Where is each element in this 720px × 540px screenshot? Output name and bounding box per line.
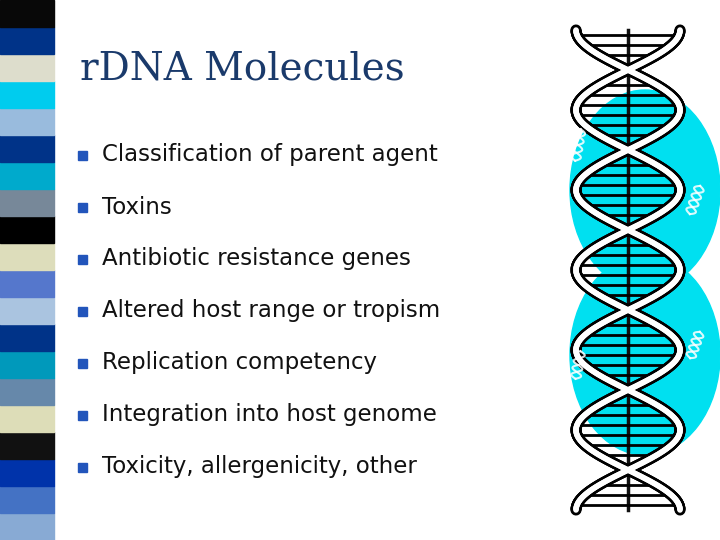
Bar <box>78 307 86 315</box>
Bar <box>0 216 54 243</box>
Bar <box>78 462 86 471</box>
Bar <box>0 270 54 297</box>
Bar <box>0 81 54 108</box>
Text: Altered host range or tropism: Altered host range or tropism <box>102 300 440 322</box>
Bar <box>0 243 54 270</box>
Bar <box>0 378 54 405</box>
Ellipse shape <box>570 90 720 290</box>
Bar <box>0 54 54 81</box>
Text: Toxins: Toxins <box>102 195 172 219</box>
Text: Antibiotic resistance genes: Antibiotic resistance genes <box>102 247 411 271</box>
Bar <box>0 405 54 432</box>
Bar <box>78 151 86 159</box>
Bar <box>78 202 86 212</box>
Bar <box>0 108 54 135</box>
Bar <box>78 410 86 420</box>
Text: Integration into host genome: Integration into host genome <box>102 403 437 427</box>
Text: Toxicity, allergenicity, other: Toxicity, allergenicity, other <box>102 456 417 478</box>
Text: Replication competency: Replication competency <box>102 352 377 375</box>
Bar <box>0 459 54 486</box>
Bar <box>0 351 54 378</box>
Text: rDNA Molecules: rDNA Molecules <box>80 50 405 87</box>
Bar <box>0 135 54 162</box>
Text: Classification of parent agent: Classification of parent agent <box>102 144 438 166</box>
Ellipse shape <box>570 255 720 455</box>
Bar <box>0 513 54 540</box>
Bar <box>0 324 54 351</box>
Bar <box>0 162 54 189</box>
Bar <box>0 0 54 27</box>
Bar <box>0 27 54 54</box>
Bar <box>78 254 86 264</box>
Bar <box>0 486 54 513</box>
Bar <box>78 359 86 368</box>
Bar <box>0 297 54 324</box>
Bar <box>0 432 54 459</box>
Bar <box>0 189 54 216</box>
